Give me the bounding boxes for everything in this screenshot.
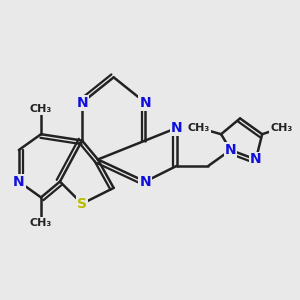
Text: N: N — [140, 96, 151, 110]
Text: N: N — [225, 143, 236, 157]
Text: N: N — [140, 175, 151, 189]
Text: N: N — [171, 121, 183, 135]
Text: N: N — [250, 152, 262, 167]
Text: N: N — [13, 175, 25, 189]
Text: CH₃: CH₃ — [30, 218, 52, 228]
Text: CH₃: CH₃ — [30, 104, 52, 114]
Text: S: S — [77, 197, 87, 211]
Text: CH₃: CH₃ — [270, 123, 292, 133]
Text: N: N — [76, 96, 88, 110]
Text: CH₃: CH₃ — [188, 123, 210, 133]
